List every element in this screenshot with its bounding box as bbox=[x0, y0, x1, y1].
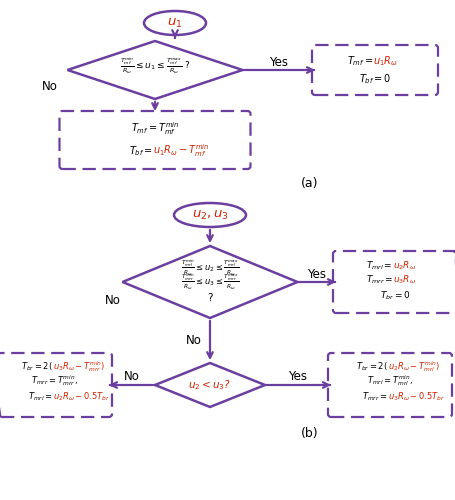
Text: $T_{br} = 0$: $T_{br} = 0$ bbox=[379, 290, 410, 302]
Text: $u_1 R_\omega - T_{mf}^{min}$: $u_1 R_\omega - T_{mf}^{min}$ bbox=[153, 142, 209, 160]
Text: $T_{br} = 2($: $T_{br} = 2($ bbox=[21, 361, 53, 373]
Text: $\frac{T_{mf}^{min}}{R_\omega} \leq u_1 \leq \frac{T_{mf}^{max}}{R_\omega}\ ?$: $\frac{T_{mf}^{min}}{R_\omega} \leq u_1 … bbox=[120, 56, 190, 76]
Text: Yes: Yes bbox=[268, 56, 288, 68]
Text: $\frac{T_{mrl}^{min}}{R_\omega} \leq u_2 \leq \frac{T_{mrl}^{max}}{R_\omega}$: $\frac{T_{mrl}^{min}}{R_\omega} \leq u_2… bbox=[181, 258, 238, 278]
Text: Yes: Yes bbox=[288, 370, 307, 384]
Text: $\frac{T_{mrr}^{min}}{R_\omega} \leq u_3 \leq \frac{T_{mrr}^{max}}{R_\omega}$: $\frac{T_{mrr}^{min}}{R_\omega} \leq u_3… bbox=[181, 272, 238, 292]
Text: $u_3 R_\omega - 0.5T_{br}$: $u_3 R_\omega - 0.5T_{br}$ bbox=[387, 391, 445, 403]
Text: $u_2, u_3$: $u_2, u_3$ bbox=[191, 208, 228, 222]
Text: $u_1 R_\omega$: $u_1 R_\omega$ bbox=[372, 54, 397, 68]
Text: Yes: Yes bbox=[307, 268, 325, 280]
Text: $u_2 R_\omega - 0.5T_{br}$: $u_2 R_\omega - 0.5T_{br}$ bbox=[53, 391, 110, 403]
Text: $u_2 R_\omega$: $u_2 R_\omega$ bbox=[392, 260, 415, 272]
Text: $T_{mf} = T_{mf}^{min}$: $T_{mf} = T_{mf}^{min}$ bbox=[131, 120, 179, 138]
Text: $T_{br} = 2($: $T_{br} = 2($ bbox=[355, 361, 387, 373]
Text: $T_{bf} = 0$: $T_{bf} = 0$ bbox=[358, 72, 390, 86]
Text: $u_3 R_\omega - T_{mrr}^{min})$: $u_3 R_\omega - T_{mrr}^{min})$ bbox=[53, 360, 105, 374]
Text: $?$: $?$ bbox=[206, 291, 213, 303]
Text: No: No bbox=[124, 370, 140, 384]
Text: $u_2 R_\omega - T_{mrl}^{min})$: $u_2 R_\omega - T_{mrl}^{min})$ bbox=[387, 360, 439, 374]
Text: $T_{mf} = $: $T_{mf} = $ bbox=[346, 54, 372, 68]
Text: $T_{mrl} = $: $T_{mrl} = $ bbox=[366, 260, 392, 272]
Text: No: No bbox=[41, 80, 57, 92]
Text: $T_{mrr} = $: $T_{mrr} = $ bbox=[362, 391, 387, 403]
Text: $u_1$: $u_1$ bbox=[167, 16, 182, 30]
Text: (b): (b) bbox=[300, 428, 318, 440]
Text: $T_{bf} = $: $T_{bf} = $ bbox=[129, 144, 153, 158]
Text: $T_{mrr} = $: $T_{mrr} = $ bbox=[365, 274, 392, 286]
Text: $T_{mrl} = $: $T_{mrl} = $ bbox=[28, 391, 53, 403]
Text: $T_{mrr} = T_{mrr}^{min},$: $T_{mrr} = T_{mrr}^{min},$ bbox=[31, 374, 78, 388]
Text: (a): (a) bbox=[301, 178, 318, 190]
Text: $T_{mrl} = T_{mrl}^{min},$: $T_{mrl} = T_{mrl}^{min},$ bbox=[366, 374, 412, 388]
Text: $u_2 < u_3$?: $u_2 < u_3$? bbox=[188, 378, 231, 392]
Text: $u_3 R_\omega$: $u_3 R_\omega$ bbox=[392, 274, 415, 286]
Text: No: No bbox=[104, 294, 120, 306]
Text: No: No bbox=[186, 334, 202, 347]
